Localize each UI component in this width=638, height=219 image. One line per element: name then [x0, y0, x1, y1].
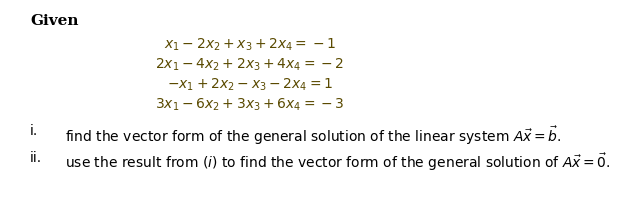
- Text: ii.: ii.: [30, 151, 42, 165]
- Text: use the result from $(i)$ to find the vector form of the general solution of $A\: use the result from $(i)$ to find the ve…: [65, 151, 611, 173]
- Text: $3x_1 - 6x_2 + 3x_3 + 6x_4 = -3$: $3x_1 - 6x_2 + 3x_3 + 6x_4 = -3$: [155, 97, 345, 113]
- Text: $2x_1 - 4x_2 + 2x_3 + 4x_4 = -2$: $2x_1 - 4x_2 + 2x_3 + 4x_4 = -2$: [156, 57, 345, 73]
- Text: $-x_1 + 2x_2 - x_3 - 2x_4 = 1$: $-x_1 + 2x_2 - x_3 - 2x_4 = 1$: [167, 77, 333, 93]
- Text: find the vector form of the general solution of the linear system $A\vec{x} = \v: find the vector form of the general solu…: [65, 124, 561, 147]
- Text: i.: i.: [30, 124, 38, 138]
- Text: Given: Given: [30, 14, 78, 28]
- Text: $x_1 - 2x_2 + x_3 + 2x_4 = -1$: $x_1 - 2x_2 + x_3 + 2x_4 = -1$: [164, 37, 336, 53]
